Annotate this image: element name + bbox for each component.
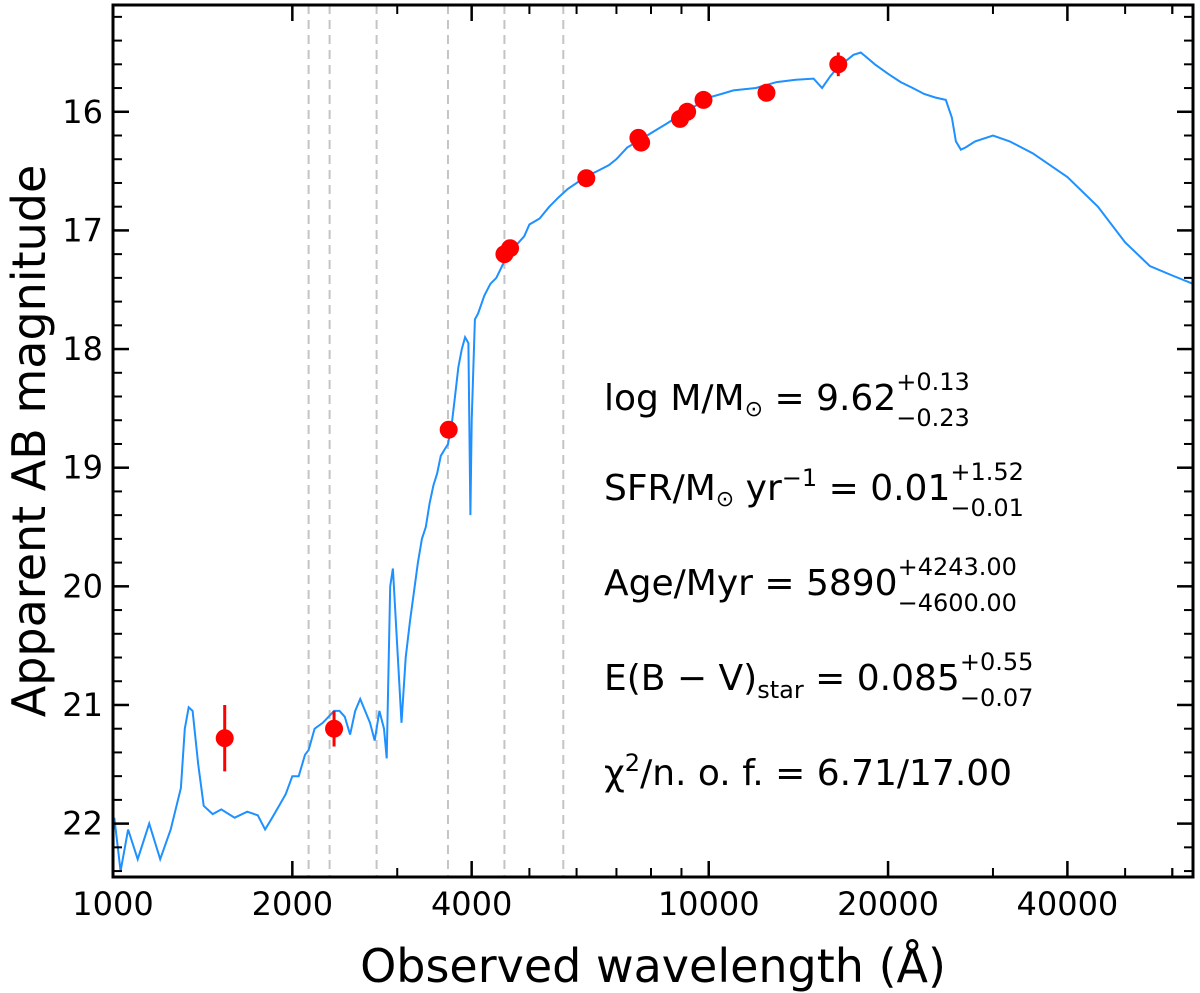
- fit-annotation: SFR/M⊙ yr−1 = 0.01+1.52 −0.01: [604, 458, 1024, 522]
- y-tick-label: 22: [62, 805, 103, 843]
- data-point: [632, 133, 651, 152]
- fit-annotation: Age/Myr = 5890+4243.00 −4600.00: [604, 553, 1017, 617]
- photometry-point: [439, 420, 458, 439]
- x-tick-label: 40000: [1016, 885, 1118, 923]
- x-tick-label: 2000: [252, 885, 333, 923]
- photometry-point: [694, 90, 713, 109]
- photometry-points: [215, 52, 848, 772]
- photometry-point: [215, 704, 234, 772]
- y-tick-label: 20: [62, 567, 103, 605]
- model-spectrum: [113, 51, 1194, 872]
- fit-annotation: χ2/n. o. f. = 6.71/17.00: [604, 749, 1012, 794]
- fit-annotation: log M/M⊙ = 9.62+0.13 −0.23: [604, 368, 970, 432]
- photometry-point: [501, 239, 520, 258]
- y-tick-label: 19: [62, 449, 103, 487]
- data-point: [439, 420, 458, 439]
- spectrum-line: [113, 51, 1194, 872]
- y-tick-label: 21: [62, 686, 103, 724]
- photometry-point: [829, 52, 848, 77]
- plot-frame: [111, 3, 1195, 879]
- data-point: [678, 102, 697, 121]
- photometry-point: [678, 102, 697, 121]
- data-point: [501, 239, 520, 258]
- fit-annotation: E(B − V)star = 0.085+0.55 −0.07: [604, 648, 1033, 712]
- photometry-point: [632, 133, 651, 152]
- photometry-point: [577, 169, 596, 188]
- x-tick-label: 1000: [72, 885, 153, 923]
- y-tick-label: 18: [62, 330, 103, 368]
- data-point: [325, 719, 344, 738]
- y-tick-label: 16: [62, 93, 103, 131]
- y-axis-label: Apparent AB magnitude: [2, 165, 56, 718]
- y-tick-label: 17: [62, 211, 103, 249]
- data-point: [215, 729, 234, 748]
- data-point: [829, 55, 848, 74]
- photometry-point: [325, 710, 344, 747]
- data-point: [577, 169, 596, 188]
- data-point: [757, 83, 776, 102]
- x-axis-label: Observed wavelength (Å): [360, 939, 946, 993]
- x-tick-label: 20000: [837, 885, 939, 923]
- fit-annotations: log M/M⊙ = 9.62+0.13 −0.23 SFR/M⊙ yr−1 = 0…: [604, 368, 1033, 794]
- x-tick-label: 10000: [658, 885, 760, 923]
- photometry-point: [757, 83, 776, 102]
- x-tick-label: 4000: [431, 885, 512, 923]
- data-point: [694, 90, 713, 109]
